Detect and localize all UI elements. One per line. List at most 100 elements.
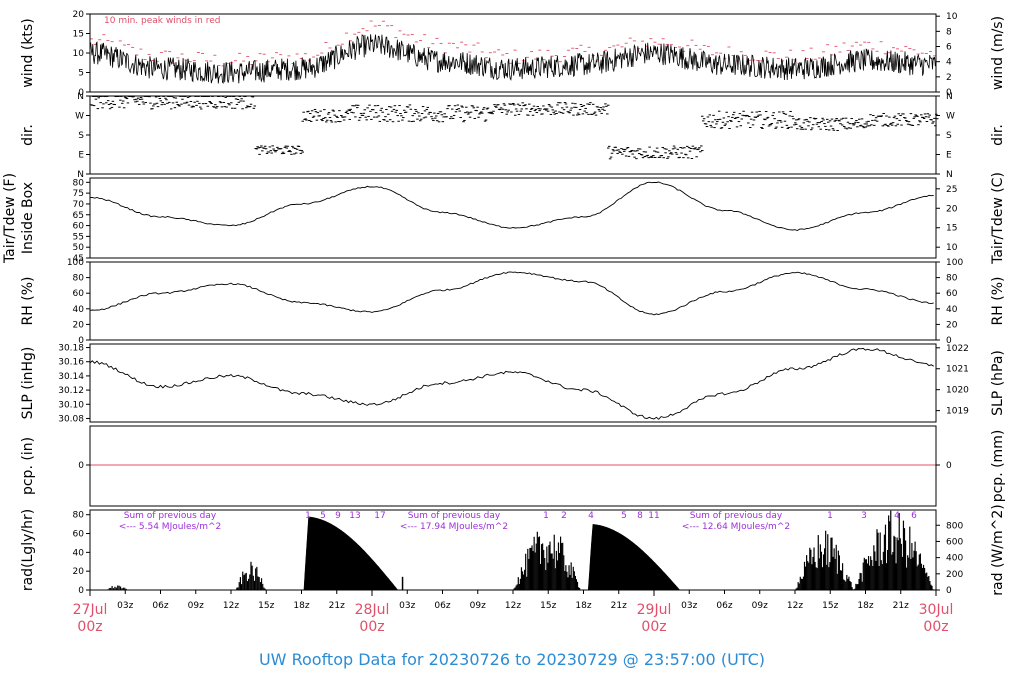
rad-ytick-label-right: 0 [946,586,952,596]
rad-panel: rad(Lgly/hr) rad (W/m^2)02040608002004006… [20,504,1006,596]
temp-ytick-label-left: 80 [73,178,85,188]
x-day-time: 00z [359,619,384,635]
dir-ytick-label-right: N [946,170,953,180]
rad-sun-hour-label: 17 [374,511,385,521]
temp-ytick-label-left: 55 [73,232,84,242]
pcp-panel: pcp. (in) pcp. (mm) 0 0 [20,425,1006,507]
rad-ytick-label-left: 80 [73,511,85,521]
temp-ytick-label-right: 15 [946,224,957,234]
rad-ytick-label-right: 800 [946,521,963,531]
wind-annotation: 10 min. peak winds in red [104,16,221,26]
wind-series-line [90,34,936,84]
rad-sun-hour-label: 3 [861,511,867,521]
pcp-ytick-label-left: 0 [78,461,84,471]
x-day-date: 30Jul [919,602,954,618]
dir-ytick-label-left: N [77,92,84,102]
rad-ytick-label-left: 60 [73,530,85,540]
rad-sun-hour-label: 5 [320,511,326,521]
dir-ylabel-right: dir. [990,124,1006,146]
dir-ytick-label-right: W [946,112,955,122]
rad-annotation-line1: Sum of previous day [690,511,783,521]
rad-area [587,524,681,591]
x-day-time: 00z [77,619,102,635]
slp-ylabel-right: SLP (hPa) [990,350,1006,416]
rh-ytick-label-right: 60 [946,289,958,299]
x-day-time: 00z [923,619,948,635]
wind-panel-frame [89,13,937,93]
rh-ytick-label-left: 60 [73,289,85,299]
wind-ytick-label-right: 0 [946,88,952,98]
rh-ylabel-left: RH (%) [20,277,36,326]
temp-ytick-label-left: 50 [73,243,85,253]
x-day-date: 27Jul [73,602,108,618]
rad-annotation-line2: <--- 12.64 MJoules/m^2 [682,522,790,532]
temp-ytick-label-right: 10 [946,243,958,253]
x-axis: 03z 06z 09z 12z 15z 18z 21z 03z 06z 09z 12z 15z 18z 2… [73,590,954,635]
rh-ytick-label-right: 0 [946,336,952,346]
dir-ytick-label-right: N [946,92,953,102]
x-hour-label: 18z [293,601,309,611]
wind-ytick-label-right: 4 [946,58,952,68]
rad-ytick-label-right: 400 [946,554,963,564]
rad-sun-hour-label: 1 [543,511,549,521]
wind-ytick-label-right: 6 [946,43,952,53]
temp-ytick-label-left: 65 [73,211,84,221]
x-hour-label: 21z [893,601,909,611]
rh-panel: RH (%) RH (%) 0 20 40 60 80 100 0 20 40 60 80 100 [20,258,1006,346]
wind-ytick-label-right: 8 [946,27,952,37]
rh-ytick-label-left: 80 [73,274,85,284]
x-day-date: 28Jul [355,602,390,618]
rad-sun-hour-label: 8 [637,511,643,521]
slp-panel: SLP (inHg) SLP (hPa) 30.08 30.10 30.12 30.14 3… [20,343,1006,424]
rad-ytick-label-left: 40 [73,548,85,558]
x-hour-label: 09z [188,601,204,611]
wind-ylabel-right: wind (m/s) [990,16,1006,90]
dir-ytick-label-left: S [78,131,84,141]
rad-sun-hour-label: 6 [911,511,917,521]
rh-ytick-label-left: 0 [78,336,84,346]
dir-ytick-label-left: E [78,151,84,161]
rh-ytick-label-right: 40 [946,305,958,315]
rh-ytick-label-left: 20 [73,320,85,330]
x-hour-label: 12z [787,601,803,611]
dir-ylabel-left: dir. [20,124,36,146]
x-hour-label: 09z [752,601,768,611]
slp-ytick-label-left: 30.16 [58,358,84,368]
wind-ytick-label-left: 5 [78,69,84,79]
rad-sun-hour-label: 1 [305,511,311,521]
slp-ytick-label-left: 30.12 [58,386,84,396]
x-hour-label: 06z [716,601,732,611]
dir-ytick-label-left: N [77,170,84,180]
x-hour-label: 21z [611,601,627,611]
wind-ytick-label-right: 10 [946,12,958,22]
temp-ytick-label-left: 75 [73,189,84,199]
pcp-ylabel-right: pcp. (mm) [990,430,1006,503]
pcp-ylabel-left: pcp. (in) [20,437,36,495]
rh-series-line [89,271,934,316]
x-day-date: 29Jul [637,602,672,618]
temp-series-line [89,181,934,231]
rh-ylabel-right: RH (%) [990,277,1006,326]
wind-ylabel-left: wind (kts) [20,18,36,87]
rad-annotation-line2: <--- 5.54 MJoules/m^2 [119,522,221,532]
temp-ytick-label-left: 60 [73,222,85,232]
rad-sun-hour-label: 1 [827,511,833,521]
x-hour-label: 15z [258,601,274,611]
x-hour-label: 03z [117,601,133,611]
slp-panel-frame [89,343,937,423]
x-hour-label: 21z [329,601,345,611]
rh-ytick-label-right: 100 [946,258,963,268]
wind-ytick-label-left: 0 [78,88,84,98]
x-hour-label: 18z [575,601,591,611]
rh-ytick-label-left: 100 [67,258,84,268]
rad-sun-hour-label: 4 [894,511,900,521]
temp-panel: Tair/Tdew (F) Inside Box Tair/Tdew (C) 4550… [2,172,1006,265]
dir-ytick-label-left: W [75,112,84,122]
slp-series-line [89,347,934,420]
slp-ytick-label-right: 1019 [946,407,969,417]
temp-ytick-label-left: 45 [73,254,84,264]
x-hour-label: 18z [857,601,873,611]
wind-panel: wind (kts) wind (m/s) 0 5 10 15 20 0 2 4 6 8 10 10 mi… [20,10,1006,98]
